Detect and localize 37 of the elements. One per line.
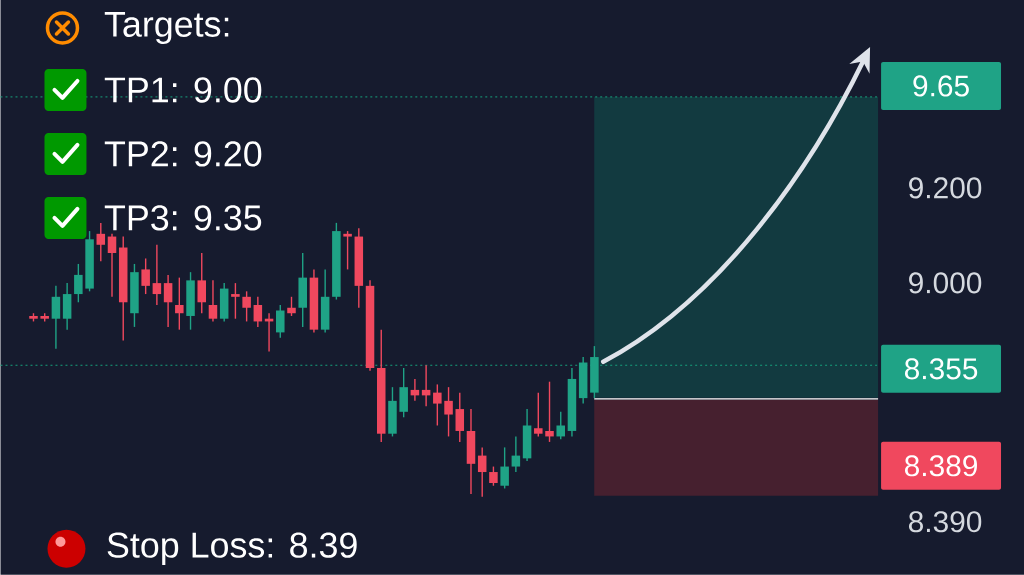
candlestick <box>343 230 352 271</box>
candlestick <box>197 252 207 315</box>
candlestick <box>175 277 184 331</box>
text: 9.000 <box>909 272 982 294</box>
text: TP1: 9.00 <box>104 77 262 103</box>
candlestick <box>242 290 251 323</box>
candlestick <box>74 263 83 304</box>
candlestick <box>534 392 543 438</box>
text: Stop Loss: 8.39 <box>107 532 357 566</box>
candlestick <box>141 257 150 295</box>
candlestick <box>545 381 554 443</box>
text: 8.355 <box>904 358 978 380</box>
text: TP2: 9.20 <box>104 141 262 167</box>
candlestick <box>163 274 173 328</box>
candlestick <box>96 222 106 263</box>
candlestick <box>500 446 509 490</box>
text: 8.389 <box>904 455 977 477</box>
candlestick <box>208 279 218 323</box>
candlestick <box>477 446 487 498</box>
candlestick <box>107 233 117 298</box>
candlestick <box>51 285 61 350</box>
candlestick <box>444 386 453 438</box>
candlestick <box>231 282 240 320</box>
text: Targets: <box>104 12 229 45</box>
candlestick <box>556 411 565 441</box>
candlestick <box>276 304 285 339</box>
annotation: TP3: 9.35 <box>104 205 262 231</box>
text: 8.390 <box>908 511 982 533</box>
text: 9.200 <box>909 177 982 199</box>
candlestick <box>152 244 162 306</box>
text: 9.65 <box>913 75 969 97</box>
candlestick <box>433 383 442 427</box>
candlestick <box>287 296 296 317</box>
candlestick <box>253 296 263 328</box>
candlestick <box>511 435 521 473</box>
candlestick <box>455 392 465 443</box>
candlestick <box>489 466 498 487</box>
